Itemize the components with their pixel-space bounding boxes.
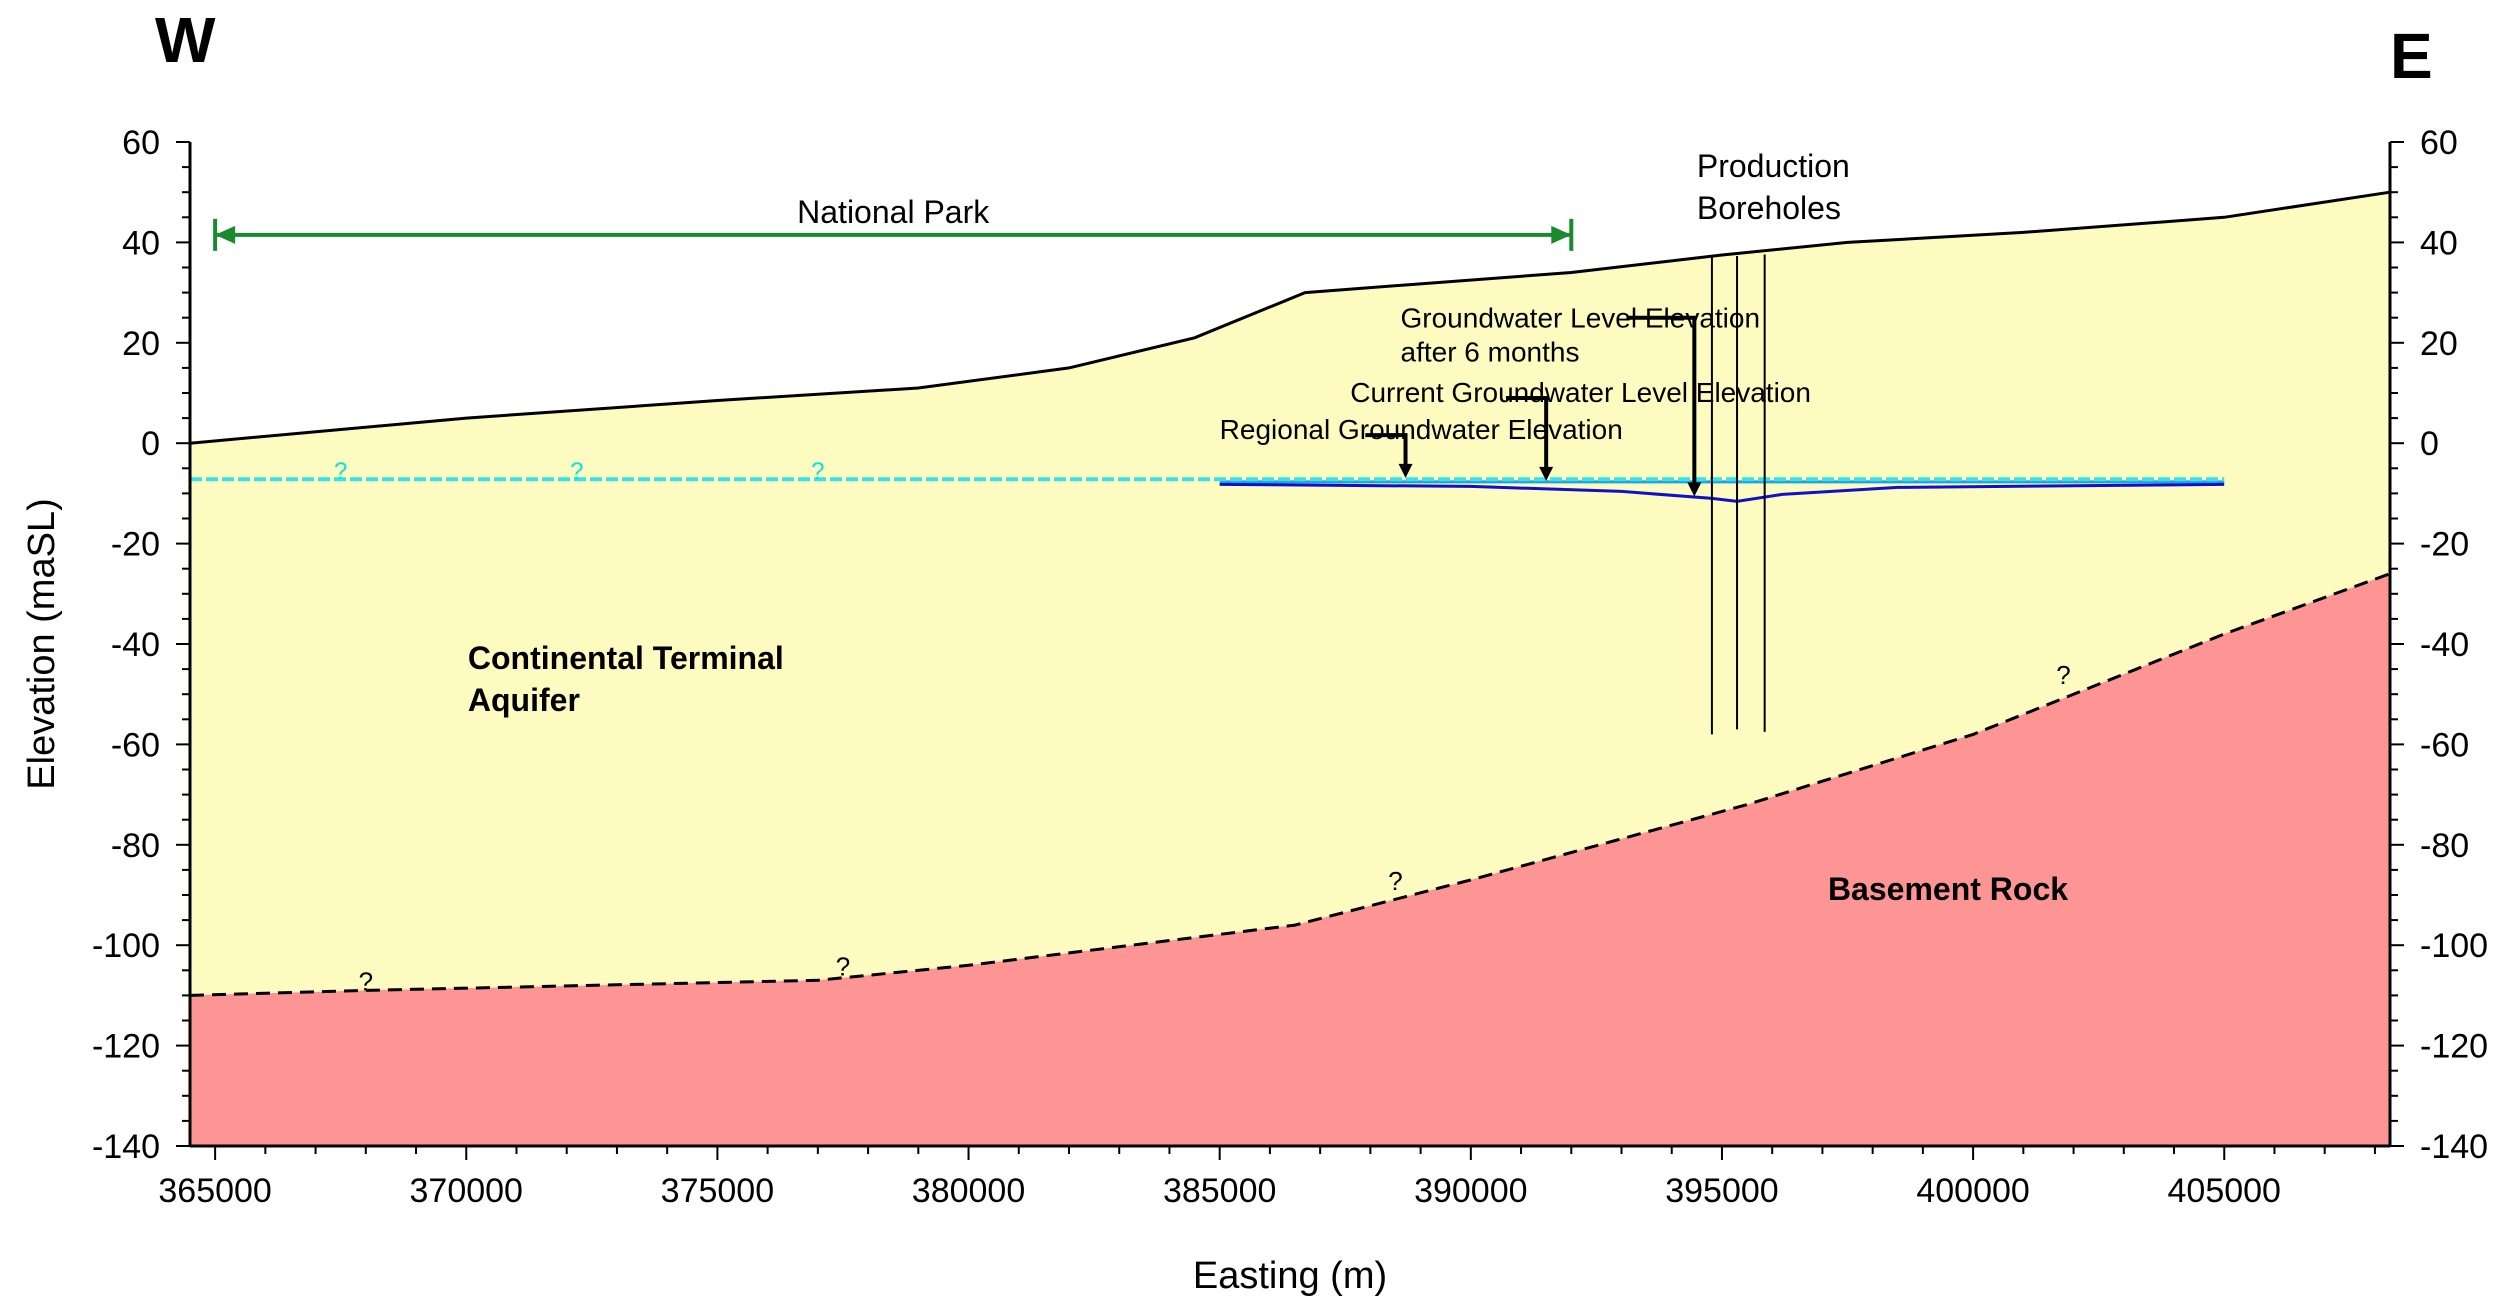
y-tick-label-right: -100	[2420, 927, 2488, 965]
annotation-arrowhead	[1398, 463, 1413, 478]
geologic-unit-fills	[190, 192, 2390, 1146]
uncertain-marker: ?	[1388, 866, 1402, 896]
aquifer-fill	[190, 192, 2390, 996]
labels: W E National Park Continental Terminal Aquif…	[155, 4, 2433, 996]
uncertain-marker: ?	[359, 966, 373, 996]
unit-label: Aquifer	[468, 682, 580, 718]
uncertain-marker: ?	[2056, 660, 2070, 690]
unit-label: Continental Terminal	[468, 640, 784, 676]
x-tick-label: 390000	[1414, 1172, 1527, 1210]
annotation-arrowhead	[1539, 466, 1554, 481]
basement-contact-line	[189, 572, 2391, 997]
x-tick-label: 385000	[1163, 1172, 1276, 1210]
y-tick-label-right: -120	[2420, 1028, 2488, 1066]
groundwater-annotation-label: Groundwater Level Elevation	[1401, 303, 1761, 334]
production-boreholes-label: Boreholes	[1697, 190, 1841, 226]
x-tick-label: 365000	[158, 1172, 271, 1210]
y-tick-label-right: 0	[2420, 425, 2439, 463]
y-tick-label-left: 20	[122, 325, 160, 363]
x-tick-label: 395000	[1665, 1172, 1778, 1210]
ground-surface-line	[189, 190, 2391, 445]
groundwater-annotation-label: Current Groundwater Level Elevation	[1350, 377, 1811, 408]
y-tick-label-right: 60	[2420, 124, 2458, 162]
national-park-right-arrowhead	[1551, 225, 1572, 244]
x-axis-title: Easting (m)	[1193, 1255, 1387, 1297]
y-tick-label-left: 40	[122, 224, 160, 262]
y-tick-label-right: -40	[2420, 626, 2469, 664]
y-tick-label-left: -140	[92, 1128, 160, 1166]
y-tick-label-left: -20	[111, 526, 160, 564]
uncertain-marker: ?	[334, 458, 347, 485]
production-boreholes	[1710, 254, 1766, 735]
unit-label: Basement Rock	[1828, 871, 2068, 907]
y-tick-label-left: -80	[111, 827, 160, 865]
y-tick-label-left: 0	[141, 425, 160, 463]
uncertain-marker: ?	[570, 458, 583, 485]
y-tick-label-right: 40	[2420, 224, 2458, 262]
groundwater-lines	[190, 477, 2225, 503]
annotation-arrow-line	[1365, 433, 1408, 466]
y-tick-label-left: -40	[111, 626, 160, 664]
annotation-arrowhead	[1687, 482, 1702, 497]
uncertain-marker: ?	[811, 458, 824, 485]
east-label: E	[2390, 20, 2433, 92]
groundwater-6-months-line	[1219, 482, 2225, 503]
x-tick-label: 405000	[2168, 1172, 2281, 1210]
y-tick-label-left: -60	[111, 726, 160, 764]
production-boreholes-label: Production	[1697, 148, 1850, 184]
x-tick-label: 400000	[1916, 1172, 2029, 1210]
annotation-arrow-line	[1626, 315, 1697, 485]
groundwater-annotation-label: Regional Groundwater Elevation	[1220, 414, 1623, 445]
y-tick-label-left: 60	[122, 124, 160, 162]
y-tick-label-right: -60	[2420, 726, 2469, 764]
basement-fill	[190, 573, 2390, 1146]
x-tick-label: 370000	[410, 1172, 523, 1210]
y-tick-label-right: -140	[2420, 1128, 2488, 1166]
y-tick-label-left: -120	[92, 1028, 160, 1066]
y-tick-label-right: -20	[2420, 526, 2469, 564]
groundwater-annotation-label: after 6 months	[1401, 337, 1580, 368]
axes: 60 60 40 40 20 20 0 0 -20 -20 -40 -40 -60 -60 -80 -80 -1…	[21, 124, 2488, 1297]
annotation-arrow-line	[1505, 396, 1549, 469]
x-tick-label: 380000	[912, 1172, 1025, 1210]
y-tick-label-right: 20	[2420, 325, 2458, 363]
national-park-left-arrowhead	[215, 225, 236, 244]
y-tick-label-left: -100	[92, 927, 160, 965]
contact-lines	[189, 190, 2391, 997]
x-tick-label: 375000	[661, 1172, 774, 1210]
west-label: W	[155, 4, 216, 76]
y-tick-label-right: -80	[2420, 827, 2469, 865]
national-park-label: National Park	[797, 194, 990, 230]
y-axis-title: Elevation (maSL)	[21, 498, 63, 789]
uncertain-marker: ?	[836, 951, 850, 981]
